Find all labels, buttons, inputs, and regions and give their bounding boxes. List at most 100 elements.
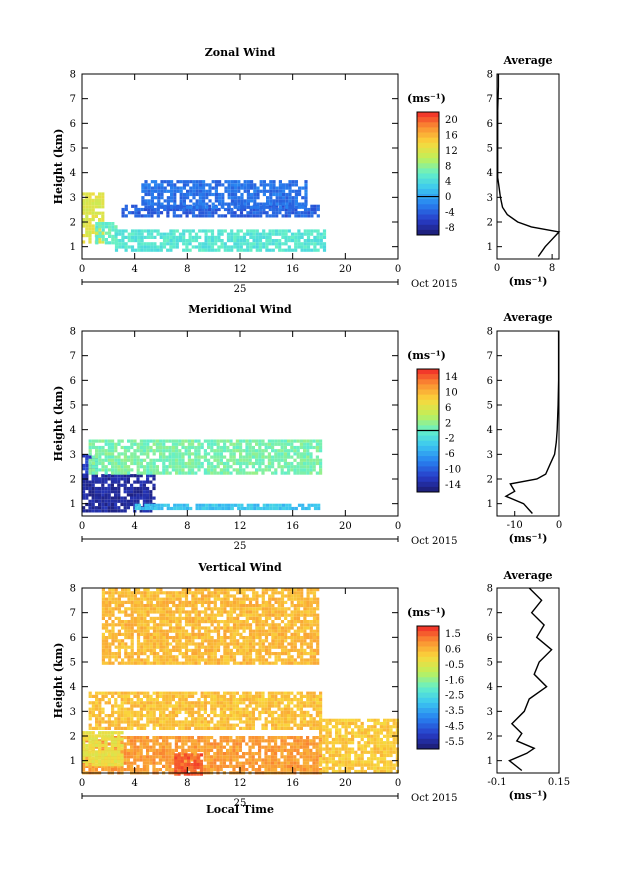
heatmap-cell [249,207,253,212]
heatmap-cell [165,455,169,459]
heatmap-cell [290,710,294,714]
heatmap-cell [107,701,111,705]
heatmap-cell [319,714,323,718]
heatmap-cell [290,701,294,705]
heatmap-cell [101,734,105,738]
heatmap-cell [118,242,122,246]
heatmap-cell [114,496,118,500]
heatmap-cell [309,714,313,718]
heatmap-cell [278,180,282,184]
heatmap-cell [82,224,86,228]
heatmap-cell [179,192,183,197]
heatmap-cell [111,588,115,592]
heatmap-cell [184,594,189,598]
heatmap-cell [181,600,185,604]
heatmap-cell [296,748,300,752]
heatmap-cell [216,726,220,730]
heatmap-cell [181,701,185,705]
heatmap-cell [197,600,201,604]
heatmap-cell [124,610,128,614]
heatmap-cell [315,445,319,450]
heatmap-cell [120,717,124,721]
x-tick-label: 4 [131,264,137,275]
heatmap-cell [107,445,111,450]
heatmap-cell [195,506,199,511]
day-label: 25 [234,284,247,295]
heatmap-cell [152,623,157,627]
heatmap-cell [200,632,205,636]
heatmap-cell [367,763,371,767]
heatmap-cell [94,506,98,510]
heatmap-cell [184,465,188,469]
heatmap-cell [331,725,335,729]
heatmap-cell [144,202,148,206]
heatmap-cell [242,455,246,459]
heatmap-cell [139,748,143,752]
heatmap-cell [194,610,198,614]
heatmap-cell [152,655,157,659]
heatmap-cell [198,211,202,215]
heatmap-cell [217,245,221,249]
heatmap-cell [275,202,279,206]
heatmap-cell [258,465,262,469]
heatmap-cell [146,600,150,604]
heatmap-cell [178,604,182,608]
heatmap-cell [290,745,294,749]
heatmap-cell [347,753,351,758]
heatmap-cell [376,721,380,726]
heatmap-cell [146,629,150,633]
heatmap-cell [216,704,220,708]
heatmap-cell [175,229,179,233]
heatmap-cell [172,242,176,246]
heatmap-cell [91,756,95,760]
heatmap-cell [159,613,163,617]
heatmap-cell [274,720,278,724]
heatmap-cell [158,742,162,746]
heatmap-cell [127,691,131,695]
heatmap-cell [123,761,127,765]
heatmap-cell [296,452,300,456]
heatmap-cell [166,211,170,215]
heatmap-cell [242,707,246,711]
heatmap-cell [200,694,204,698]
heatmap-cell [306,461,310,466]
heatmap-cell [325,757,329,761]
heatmap-cell [223,723,227,727]
heatmap-cell [335,753,339,758]
heatmap-cell [149,471,153,475]
heatmap-cell [171,726,175,730]
heatmap-cell [373,766,377,770]
heatmap-cell [162,232,167,236]
heatmap-cell [201,242,205,246]
colorbar-swatch [417,420,439,426]
heatmap-cell [344,763,348,767]
heatmap-cell [136,720,140,724]
heatmap-cell [136,620,141,624]
heatmap-cell [94,214,98,218]
heatmap-cell [177,753,181,757]
heatmap-cell [168,704,172,708]
heatmap-cell [110,477,114,481]
heatmap-cell [271,207,276,212]
heatmap-cell [197,591,201,595]
heatmap-cell [191,655,195,659]
heatmap-cell [181,594,185,598]
heatmap-cell [117,506,121,510]
heatmap-cell [117,768,121,772]
heatmap-cell [85,486,89,491]
heatmap-cell [162,242,167,246]
heatmap-cell [159,714,163,718]
heatmap-cell [193,759,197,763]
heatmap-cell [98,509,102,513]
colorbar-frame [416,111,440,236]
heatmap-cell [187,739,191,743]
heatmap-cell [159,655,163,659]
heatmap-cell [111,238,115,242]
heatmap-cell [213,458,217,462]
heatmap-cell [274,736,278,740]
heatmap-cell [280,720,284,724]
heatmap-cell [139,723,143,727]
heatmap-cell [214,506,218,511]
heatmap-cell [197,655,201,659]
heatmap-cell [282,192,286,197]
